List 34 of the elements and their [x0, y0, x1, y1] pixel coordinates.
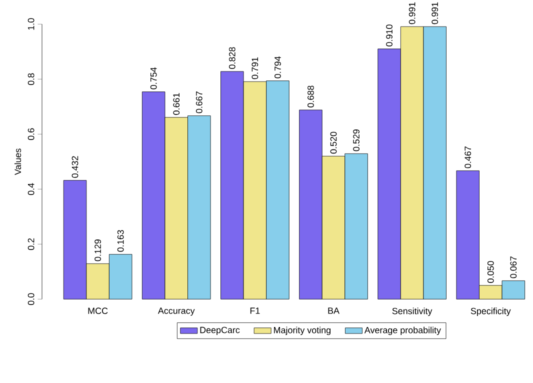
y-tick-label: 0.6	[28, 128, 34, 140]
x-tick-label: BA	[328, 308, 340, 314]
data-label: 0.050	[487, 261, 494, 283]
x-tick-label: Specificity	[470, 308, 511, 316]
data-label: 0.129	[94, 239, 101, 262]
data-label: 0.791	[252, 57, 258, 80]
legend-label: Average probability	[364, 326, 441, 335]
data-label: 0.910	[386, 24, 392, 46]
data-label: 0.991	[432, 2, 438, 24]
data-label: 0.529	[353, 129, 360, 152]
x-tick-label: Accuracy	[158, 308, 195, 316]
data-label: 0.754	[150, 67, 157, 90]
y-axis-title: Values	[14, 148, 22, 175]
x-tick-label: Sensitivity	[392, 308, 432, 316]
data-label: 0.991	[408, 2, 416, 24]
data-label: 0.661	[173, 93, 180, 115]
y-tick-label: 1.0	[28, 18, 34, 30]
data-label: 0.667	[196, 91, 202, 114]
y-tick-label: 0.4	[28, 183, 34, 195]
data-label: 0.828	[228, 47, 236, 69]
data-label: 0.067	[510, 256, 517, 278]
y-tick-label: 0.8	[28, 73, 34, 85]
data-label: 0.794	[274, 56, 281, 78]
legend-label: DeepCarc	[200, 326, 240, 335]
x-tick-label: F1	[250, 308, 260, 314]
y-tick-label: 0.0	[28, 293, 34, 305]
data-label: 0.520	[330, 132, 337, 154]
y-tick-label: 0.2	[28, 238, 34, 250]
legend-label: Majority voting	[274, 326, 330, 335]
data-label: 0.467	[464, 146, 472, 168]
x-tick-label: MCC	[88, 308, 108, 314]
data-label: 0.163	[117, 230, 124, 252]
data-label: 0.688	[308, 86, 314, 108]
data-label: 0.432	[72, 156, 78, 178]
